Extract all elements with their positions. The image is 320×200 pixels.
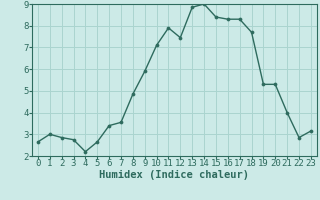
X-axis label: Humidex (Indice chaleur): Humidex (Indice chaleur) xyxy=(100,170,249,180)
